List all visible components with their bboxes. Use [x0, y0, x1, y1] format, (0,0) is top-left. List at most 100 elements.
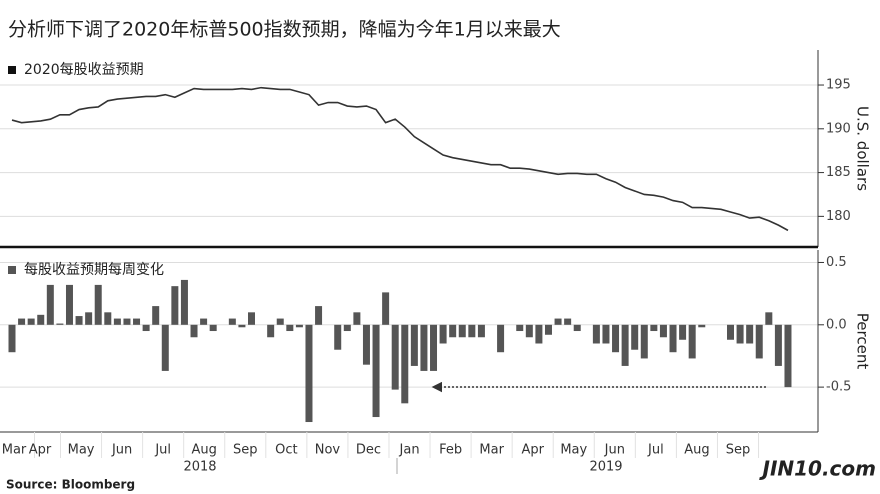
x-tick-label: Jul — [154, 443, 171, 458]
bar — [142, 324, 150, 332]
bar — [8, 324, 16, 353]
x-tick-label: May — [560, 443, 587, 458]
bar — [75, 316, 83, 325]
bar — [286, 324, 294, 332]
x-tick-label: Jun — [111, 443, 132, 458]
source: Source: Bloomberg — [6, 478, 135, 492]
legend-swatch — [8, 266, 16, 274]
x-tick-label: Jun — [604, 443, 625, 458]
bar — [37, 314, 45, 325]
y-tick-label: -0.5 — [826, 380, 851, 395]
x-tick-label: Feb — [439, 443, 462, 458]
bar — [592, 324, 600, 344]
bar — [238, 324, 246, 328]
bar — [123, 318, 131, 325]
bar — [727, 324, 734, 340]
bar — [267, 324, 275, 338]
bar — [343, 324, 351, 332]
bar — [554, 318, 562, 325]
bar — [602, 324, 610, 344]
bar — [391, 324, 399, 390]
bar — [56, 323, 64, 325]
bar — [305, 324, 313, 423]
bar — [612, 324, 620, 353]
bar — [209, 324, 217, 332]
bar — [18, 318, 26, 325]
bar — [152, 306, 160, 325]
bar — [468, 324, 476, 338]
bar — [621, 324, 629, 366]
bar — [353, 312, 361, 325]
y-tick-label: 190 — [826, 121, 851, 136]
bar — [516, 324, 524, 332]
bar — [65, 284, 73, 325]
bar — [161, 324, 169, 371]
bar — [113, 318, 121, 325]
x-tick-label: Mar — [2, 443, 27, 458]
bar — [315, 306, 323, 325]
bar — [564, 318, 572, 325]
bar — [420, 324, 428, 371]
bar — [736, 324, 744, 344]
bar — [439, 324, 447, 344]
bar — [659, 324, 667, 338]
bar — [180, 279, 188, 325]
y-tick-label: 195 — [826, 78, 851, 93]
x-tick-label: Oct — [275, 443, 297, 458]
bar — [27, 318, 35, 325]
bar — [133, 318, 141, 325]
x-tick-label: Nov — [315, 443, 341, 458]
y-tick-label: 180 — [826, 209, 851, 224]
x-group-label: 2018 — [183, 460, 216, 475]
watermark: JIN10.com — [759, 457, 877, 481]
bar — [698, 324, 706, 328]
bar — [525, 324, 533, 338]
x-group-label: 2019 — [589, 460, 622, 475]
x-tick-label: Apr — [29, 443, 52, 458]
y-tick-label: 0.0 — [826, 317, 847, 332]
bar — [362, 324, 370, 365]
bar — [755, 324, 763, 359]
x-tick-label: Apr — [521, 443, 544, 458]
x-tick-label: Dec — [356, 443, 381, 458]
bar — [295, 324, 303, 328]
x-tick-label: Sep — [726, 443, 751, 458]
bar — [784, 324, 792, 388]
y-axis-label: U.S. dollars — [854, 106, 872, 191]
x-tick-label: May — [68, 443, 95, 458]
legend-label: 2020每股收益预期 — [24, 62, 144, 78]
bar — [46, 284, 54, 325]
bar — [200, 318, 208, 325]
bar — [497, 324, 505, 353]
bar — [382, 292, 390, 325]
bar — [535, 324, 543, 344]
x-tick-label: Aug — [192, 443, 217, 458]
x-tick-label: Jul — [647, 443, 664, 458]
bar — [679, 324, 687, 340]
bar — [774, 324, 782, 366]
legend-swatch — [8, 66, 16, 74]
y-tick-label: 0.5 — [826, 255, 847, 270]
bar — [85, 312, 93, 325]
bar — [631, 324, 639, 350]
bar — [669, 324, 677, 353]
legend-label: 每股收益预期每周变化 — [24, 262, 164, 278]
bar — [477, 324, 485, 338]
y-tick-label: 185 — [826, 165, 851, 180]
bar — [248, 312, 255, 325]
bar — [104, 312, 112, 325]
bar — [458, 324, 466, 338]
bar — [640, 324, 648, 359]
x-tick-label: Aug — [684, 443, 709, 458]
title: 分析师下调了2020年标普500指数预期，降幅为今年1月以来最大 — [8, 19, 561, 41]
y-axis-label: Percent — [854, 313, 872, 370]
bar — [94, 284, 102, 325]
bar — [276, 318, 284, 325]
line — [11, 86, 789, 232]
bar — [334, 324, 342, 350]
bar — [410, 324, 418, 366]
bar — [401, 324, 409, 404]
x-tick-label: Jan — [399, 443, 420, 458]
